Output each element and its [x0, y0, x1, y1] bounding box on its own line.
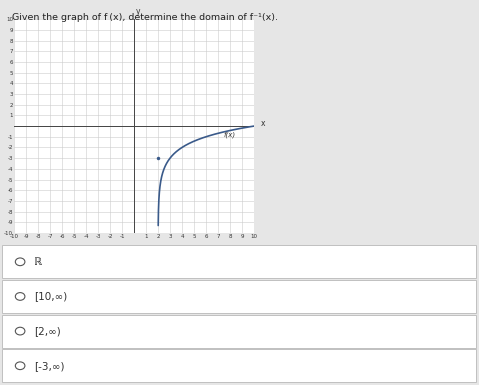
Text: [10,∞): [10,∞) — [34, 291, 68, 301]
Text: [2,∞): [2,∞) — [34, 326, 61, 336]
Text: Given the graph of f (x), determine the domain of f⁻¹(x).: Given the graph of f (x), determine the … — [12, 13, 278, 22]
Text: [-3,∞): [-3,∞) — [34, 361, 65, 371]
Text: ℝ: ℝ — [34, 257, 43, 267]
Text: f(x): f(x) — [224, 132, 236, 138]
Text: y: y — [136, 7, 140, 16]
Text: x: x — [261, 119, 266, 128]
